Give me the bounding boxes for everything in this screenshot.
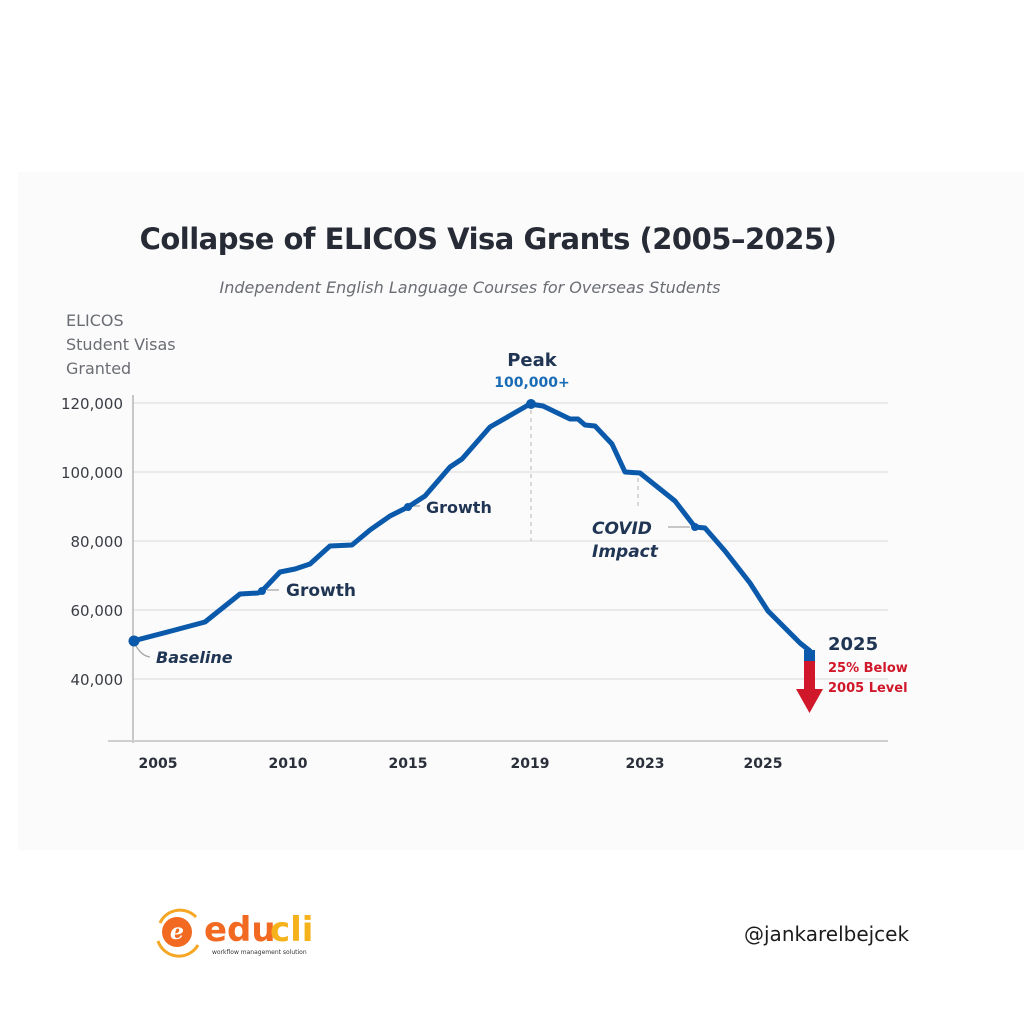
decline-arrow-icon	[796, 689, 823, 713]
covid-label-line2: Impact	[592, 542, 659, 562]
annotation-labels: Baseline Growth Growth Peak 100,000+ COV…	[156, 350, 908, 696]
peak-value-label: 100,000+	[494, 375, 570, 391]
logo-e-icon	[162, 917, 192, 947]
growth1-marker	[258, 587, 266, 595]
logo-tagline: workflow management solution	[212, 949, 307, 956]
peak-label: Peak	[507, 350, 558, 371]
y-tick-label: 120,000	[61, 395, 123, 413]
baseline-label: Baseline	[156, 648, 233, 667]
peak-marker	[526, 399, 536, 409]
x-tick-labels: 2005 2010 2015 2019 2023 2025	[139, 756, 783, 772]
growth-label-2015: Growth	[426, 498, 492, 517]
growth2-marker	[404, 503, 412, 511]
end-year-label: 2025	[828, 634, 878, 655]
end-marker	[804, 650, 815, 661]
x-tick-label: 2019	[511, 756, 550, 772]
x-tick-label: 2023	[626, 756, 665, 772]
author-handle: @jankarelbejcek	[744, 922, 910, 946]
y-tick-label: 100,000	[61, 464, 123, 482]
growth-label-2010: Growth	[286, 581, 356, 601]
y-tick-label: 80,000	[71, 533, 124, 551]
y-tick-label: 40,000	[71, 671, 124, 689]
chart-panel	[18, 172, 1024, 850]
y-axis-label-line: Student Visas	[66, 335, 176, 354]
logo-word-edu: edu	[204, 910, 276, 950]
chart-subtitle: Independent English Language Courses for…	[219, 278, 721, 297]
logo-ring-icon	[158, 908, 198, 924]
y-axis-label-line: ELICOS	[66, 311, 124, 330]
covid-marker	[691, 523, 699, 531]
visa-grants-line	[130, 401, 813, 654]
x-tick-label: 2015	[389, 756, 428, 772]
x-tick-label: 2025	[744, 756, 783, 772]
logo-e-glyph: e	[170, 919, 184, 945]
y-tick-labels: 120,000 100,000 80,000 60,000 40,000	[61, 395, 123, 689]
educli-logo: e edu cli workflow management solution	[156, 908, 313, 958]
y-tick-label: 60,000	[71, 602, 124, 620]
y-axis-label-line: Granted	[66, 359, 132, 378]
logo-ring-lower	[156, 940, 200, 958]
end-note-line1: 25% Below	[828, 661, 908, 676]
x-tick-label: 2010	[269, 756, 308, 772]
logo-word-cli: cli	[270, 910, 313, 950]
y-axis-label: ELICOS Student Visas Granted	[66, 309, 176, 381]
gridlines	[133, 402, 888, 680]
decline-arrow-shaft	[804, 661, 815, 689]
covid-label-line1: COVID	[592, 519, 652, 539]
x-tick-label: 2005	[139, 756, 178, 772]
chart-title: Collapse of ELICOS Visa Grants (2005–202…	[139, 222, 837, 256]
baseline-marker	[128, 635, 140, 647]
end-note-line2: 2005 Level	[828, 681, 908, 696]
baseline-leader	[135, 645, 151, 658]
